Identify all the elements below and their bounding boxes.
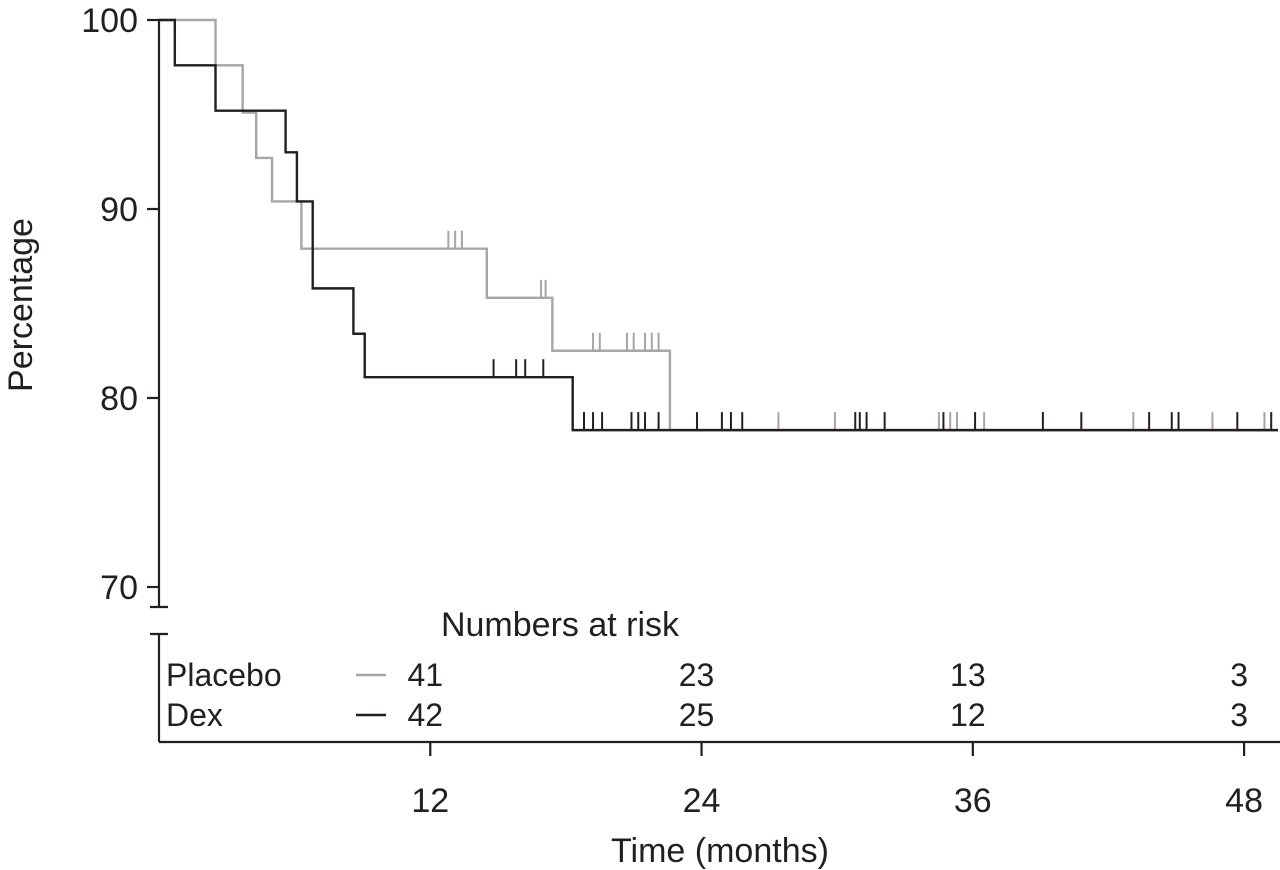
y-tick-label: 90 <box>100 191 138 229</box>
risk-count: 12 <box>950 697 986 733</box>
risk-row-label: Dex <box>166 697 223 733</box>
y-tick-label: 80 <box>100 380 138 418</box>
risk-count: 41 <box>407 657 443 693</box>
x-axis-label: Time (months) <box>611 832 829 870</box>
risk-count: 25 <box>679 697 715 733</box>
risk-table-title: Numbers at risk <box>441 606 680 644</box>
series-dex <box>159 18 1278 432</box>
survival-curve-dex <box>159 18 1278 432</box>
y-axis-label: Percentage <box>2 218 40 392</box>
risk-count: 23 <box>679 657 715 693</box>
y-tick-label: 100 <box>81 2 138 40</box>
risk-count: 42 <box>407 697 443 733</box>
risk-table: Placebo 41 23 13 3 Dex 42 25 12 3 <box>166 657 1248 733</box>
y-tick-label: 70 <box>100 569 138 607</box>
series-placebo <box>159 18 1278 432</box>
risk-count: 13 <box>950 657 986 693</box>
risk-count: 3 <box>1230 697 1248 733</box>
x-tick-label: 48 <box>1225 782 1263 820</box>
x-tick-label: 12 <box>411 782 449 820</box>
risk-count: 3 <box>1230 657 1248 693</box>
series-layer <box>159 18 1278 432</box>
x-tick-label: 24 <box>683 782 721 820</box>
y-axis-ticks: 100 90 80 70 <box>81 2 159 607</box>
survival-curve-placebo <box>159 18 1278 432</box>
risk-row-label: Placebo <box>166 657 282 693</box>
x-axis-ticks: 12 24 36 48 <box>411 742 1263 820</box>
x-tick-label: 36 <box>954 782 992 820</box>
